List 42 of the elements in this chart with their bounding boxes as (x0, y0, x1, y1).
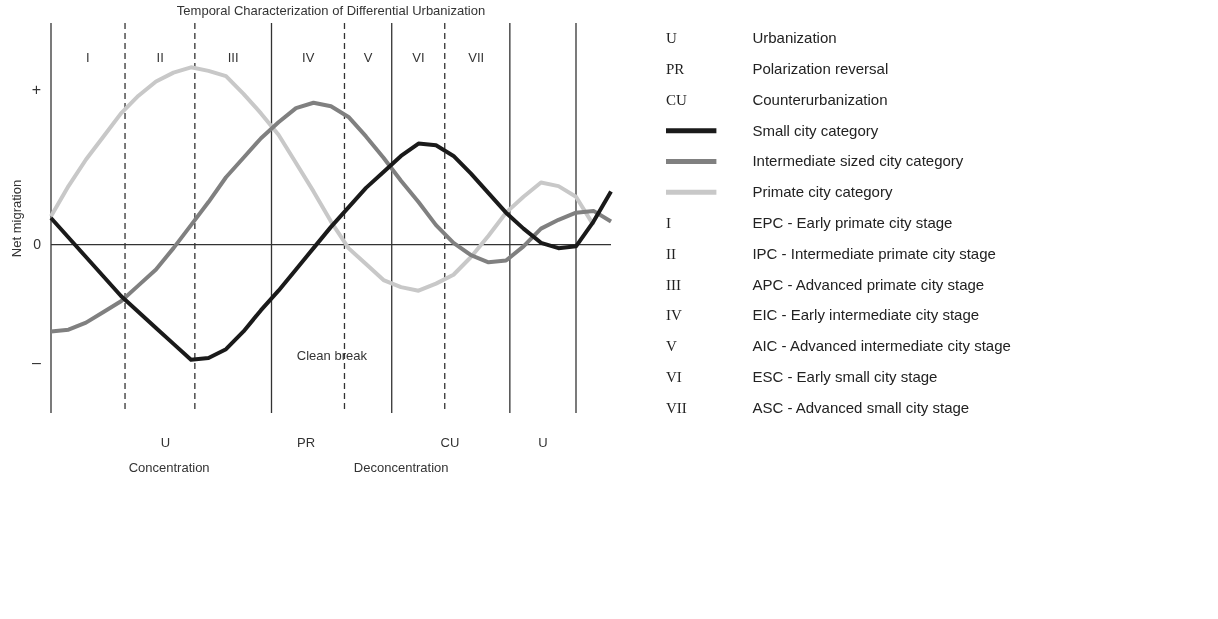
text: EPC - Early primate city stage (752, 214, 953, 231)
text: IV (666, 307, 682, 324)
text: Concentration (128, 459, 210, 475)
text: VI (666, 368, 682, 385)
text: – (32, 354, 42, 372)
text: PR (666, 61, 685, 78)
legend-label: Primate city category (752, 183, 893, 201)
text: Polarization reversal (752, 60, 889, 78)
text: AIC - Advanced intermediate city stage (752, 337, 1011, 355)
text: ASC - Advanced small city stage (752, 398, 970, 416)
text: CU (666, 91, 687, 108)
ref-line-label: 0 (33, 235, 42, 252)
text: II (666, 245, 676, 262)
text: I (666, 215, 671, 231)
chart-title: Temporal Characterization of Differential Urbanization (176, 3, 486, 19)
text: Deconcentration (353, 459, 449, 475)
text: V (363, 50, 373, 66)
text: Urbanization (752, 29, 837, 47)
text: IV (302, 50, 315, 66)
text: + (31, 81, 41, 99)
text: VI (412, 50, 425, 66)
text: Counterurbanization (752, 90, 888, 108)
annotation: Clean break (296, 348, 368, 364)
text: U (666, 30, 677, 47)
text: U (160, 435, 171, 451)
text: CU (440, 435, 460, 451)
y-axis-title: Net migration (8, 179, 24, 258)
text: VII (666, 399, 687, 416)
text: APC - Advanced primate city stage (752, 275, 985, 293)
text: III (666, 276, 681, 293)
text: I (85, 50, 90, 66)
text: II (156, 50, 164, 66)
text: VII (468, 50, 485, 66)
text: PR (297, 435, 316, 451)
legend-label: Small city category (752, 121, 879, 139)
text: IPC - Intermediate primate city stage (752, 244, 996, 262)
text: ESC - Early small city stage (752, 367, 938, 385)
text: V (666, 338, 677, 355)
legend-label: Intermediate sized city category (752, 152, 964, 170)
text: III (227, 50, 239, 66)
text: EIC - Early intermediate city stage (752, 306, 980, 324)
text: U (538, 435, 548, 451)
